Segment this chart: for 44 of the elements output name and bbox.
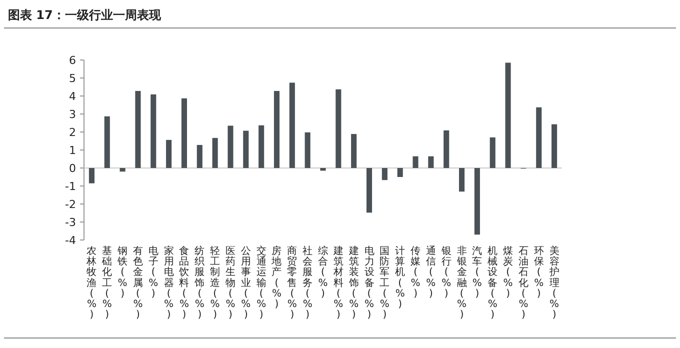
x-tick-label: 纺织服饰(%): [194, 246, 205, 321]
x-tick-label: 国防军工(%): [380, 246, 390, 321]
y-tick-label: 2: [69, 126, 76, 139]
x-tick-label: 医药生物(%): [225, 246, 236, 321]
x-tick-label: 电子(%): [148, 246, 158, 300]
plot: -4 -3 -2 -1 0 1 2 3 4 5 6 农林牧渔(%) 基础化工(%) 钢铁(%) 有色金属(%) 电子(%) 家用电器(%) 食品饮料(%) 纺织服饰(%) 轻工制造(%) 医药生物(%) 公用事业(%) 交通运输(%) 房地产(%) 商贸零售(%) 社会服务(%) 综合(%) 建筑材料(%) 建筑装饰(%) 电力设备(%) 国防军工(%) 计算机(%) 传媒(%) 通信(%) 银行(%) 非银金融(%) 汽车(%) 机械设备(%) 煤炭(%) 石油石化(%) 环保(%) 美容护理(%): [65, 54, 562, 321]
x-tick-label: 轻工制造(%): [210, 246, 220, 321]
y-tick-label: -1: [65, 180, 76, 193]
x-tick-label: 基础化工(%): [102, 246, 112, 321]
x-tick-label: 通信(%): [426, 246, 436, 300]
y-tick-label: 0: [69, 162, 76, 175]
x-tick-label: 商贸零售(%): [287, 246, 298, 321]
title: 图表 17：一级行业一周表现: [8, 8, 161, 22]
x-tick-label: 公用事业(%): [240, 246, 251, 321]
x-tick-label: 建筑装饰(%): [348, 246, 359, 321]
x-tick-label: 煤炭(%): [503, 246, 514, 300]
x-tick-label: 美容护理(%): [549, 246, 560, 321]
x-tick-label: 汽车(%): [472, 246, 482, 300]
x-tick-label: 房地产(%): [272, 246, 282, 310]
x-tick-label: 农林牧渔(%): [86, 246, 97, 321]
x-tick-label: 交通运输(%): [256, 246, 266, 321]
x-tick-label: 非银金融(%): [456, 246, 467, 321]
x-tick-label: 食品饮料(%): [179, 246, 190, 321]
y-tick-label: 4: [69, 90, 76, 103]
x-tick-label: 银行(%): [441, 246, 452, 300]
x-tick-label: 电力设备(%): [364, 246, 374, 321]
x-tick-label: 钢铁(%): [118, 246, 128, 300]
y-tick-label: -2: [65, 198, 76, 211]
x-tick-label: 综合(%): [318, 246, 328, 300]
y-tick-label: 5: [69, 72, 76, 85]
x-tick-label: 家用电器(%): [164, 246, 174, 321]
x-tick-label: 机械设备(%): [488, 246, 498, 321]
x-tick-label: 建筑材料(%): [333, 246, 344, 321]
x-tick-label: 社会服务(%): [302, 246, 313, 321]
x-tick-label: 传媒(%): [410, 246, 421, 300]
y-tick-label: -4: [65, 234, 76, 247]
x-tick-label: 计算机(%): [395, 246, 406, 310]
x-tick-label: 环保(%): [534, 246, 544, 300]
y-tick-label: 1: [69, 144, 76, 157]
y-tick-label: -3: [65, 216, 76, 229]
x-tick-label: 石油石化(%): [518, 246, 528, 321]
y-tick-label: 6: [69, 54, 76, 67]
y-tick-label: 3: [69, 108, 76, 121]
x-tick-label: 有色金属(%): [132, 246, 143, 321]
